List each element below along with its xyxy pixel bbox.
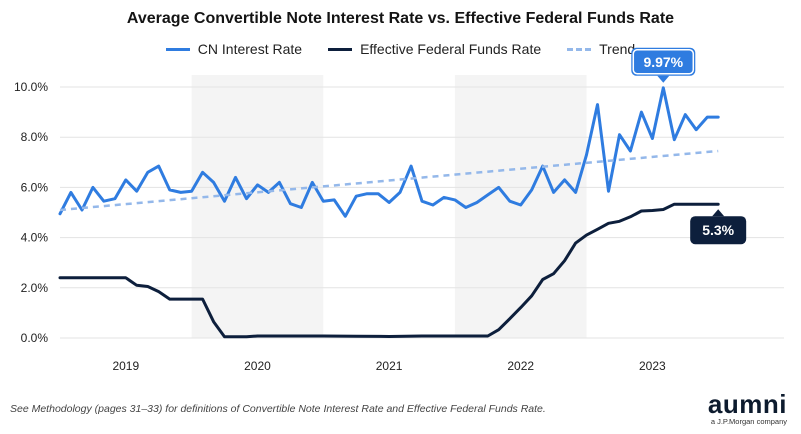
x-tick-label: 2022 bbox=[507, 359, 534, 373]
chart-legend: CN Interest Rate Effective Federal Funds… bbox=[0, 41, 801, 57]
legend-label-effr: Effective Federal Funds Rate bbox=[360, 41, 542, 57]
x-tick-label: 2019 bbox=[112, 359, 139, 373]
annotation-pointer bbox=[657, 75, 670, 83]
annotation-label-cn-peak: 9.97% bbox=[643, 54, 683, 70]
y-tick-label: 10.0% bbox=[14, 80, 48, 94]
annotation-label-effr-latest: 5.3% bbox=[702, 222, 734, 238]
y-tick-label: 8.0% bbox=[21, 130, 49, 144]
y-tick-label: 0.0% bbox=[21, 331, 49, 345]
legend-label-trend: Trend bbox=[599, 41, 636, 57]
y-tick-label: 2.0% bbox=[21, 281, 49, 295]
annotation-pointer bbox=[712, 209, 725, 217]
y-tick-label: 4.0% bbox=[21, 231, 49, 245]
legend-label-cn: CN Interest Rate bbox=[197, 41, 303, 57]
legend-swatch-effr bbox=[328, 47, 353, 51]
legend-item-cn: CN Interest Rate bbox=[165, 41, 303, 57]
x-tick-label: 2023 bbox=[639, 359, 666, 373]
chart-title: Average Convertible Note Interest Rate v… bbox=[126, 10, 675, 27]
footnote: See Methodology (pages 31–33) for defini… bbox=[10, 403, 546, 415]
logo-subtitle: a J.P.Morgan company bbox=[710, 417, 787, 426]
shaded-band-2020 bbox=[191, 75, 324, 338]
shaded-band-2022 bbox=[454, 75, 587, 338]
trend-line bbox=[59, 149, 719, 212]
series-line-cn-interest-rate bbox=[58, 86, 720, 218]
y-tick-label: 6.0% bbox=[21, 180, 49, 194]
legend-item-trend: Trend bbox=[567, 41, 635, 57]
x-tick-label: 2021 bbox=[376, 359, 403, 373]
annotation-inner-border bbox=[632, 49, 695, 75]
series-line-effective-fed-funds bbox=[58, 202, 720, 339]
legend-swatch-trend bbox=[567, 47, 592, 51]
aumni-logo: aumni a J.P.Morgan company bbox=[707, 389, 787, 426]
legend-swatch-cn bbox=[165, 47, 190, 51]
legend-item-effr: Effective Federal Funds Rate bbox=[328, 41, 541, 57]
annotation-box-effr-latest bbox=[690, 216, 747, 245]
x-tick-label: 2020 bbox=[244, 359, 271, 373]
logo-wordmark: aumni bbox=[707, 389, 787, 419]
